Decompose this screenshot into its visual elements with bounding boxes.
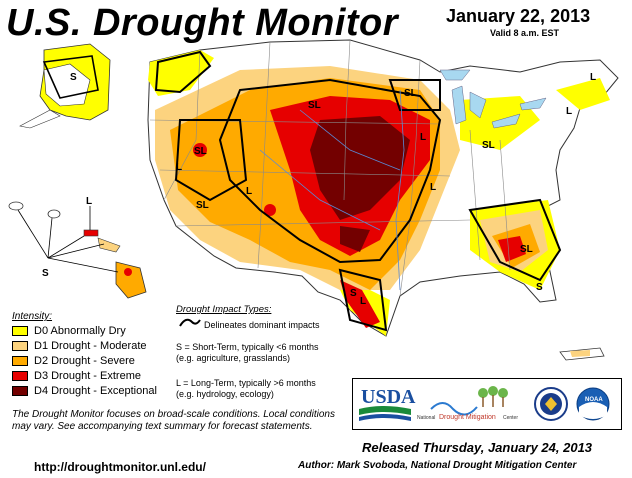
legend-item-d4: D4 Drought - Exceptional bbox=[12, 385, 157, 397]
page-title: U.S. Drought Monitor bbox=[6, 2, 399, 44]
impact-types-title: Drought Impact Types: bbox=[176, 304, 272, 315]
l-label-2: L bbox=[246, 186, 252, 197]
sl-label-west: SL bbox=[194, 146, 207, 157]
usda-logo: USDA bbox=[359, 386, 416, 421]
valid-time: Valid 8 a.m. EST bbox=[490, 28, 560, 38]
l-label-3: L bbox=[420, 132, 426, 143]
l-label-5: L bbox=[360, 296, 366, 307]
hawaii bbox=[8, 201, 147, 299]
impact-line-sample bbox=[179, 318, 201, 327]
legend-swatch-d2 bbox=[12, 356, 28, 366]
impact-short-term-example: (e.g. agriculture, grasslands) bbox=[176, 353, 291, 363]
legend-label-d0: D0 Abnormally Dry bbox=[34, 325, 126, 337]
s-label-texas: S bbox=[350, 288, 357, 299]
ndmc-suffix: Center bbox=[503, 415, 518, 421]
legend-label-d1: D1 Drought - Moderate bbox=[34, 340, 147, 352]
ndmc-prefix: National bbox=[417, 415, 435, 421]
noaa-logo: NOAA bbox=[576, 387, 610, 421]
legend-item-d0: D0 Abnormally Dry bbox=[12, 325, 126, 337]
impact-short-term: S = Short-Term, typically <6 months bbox=[176, 342, 319, 352]
author-credit: Author: Mark Svoboda, National Drought M… bbox=[298, 460, 577, 471]
logos-graphic: USDA National Drought Mitigation Center … bbox=[359, 386, 610, 421]
l-label-4: L bbox=[430, 182, 436, 193]
partner-logos: USDA National Drought Mitigation Center … bbox=[352, 378, 622, 430]
doc-seal bbox=[534, 387, 568, 421]
impact-long-term-example: (e.g. hydrology, ecology) bbox=[176, 389, 274, 399]
impact-long-term: L = Long-Term, typically >6 months bbox=[176, 378, 316, 388]
legend-title: Intensity: bbox=[12, 311, 53, 322]
legend-label-d2: D2 Drought - Severe bbox=[34, 355, 135, 367]
legend-swatch-d0 bbox=[12, 326, 28, 336]
hawaii-l-label: L bbox=[86, 196, 92, 207]
sl-label-plains: SL bbox=[308, 100, 321, 111]
legend-label-d4: D4 Drought - Exceptional bbox=[34, 385, 157, 397]
legend-label-d3: D3 Drought - Extreme bbox=[34, 370, 141, 382]
usda-text: USDA bbox=[361, 386, 416, 408]
legend-item-d2: D2 Drought - Severe bbox=[12, 355, 135, 367]
legend-item-d1: D1 Drought - Moderate bbox=[12, 340, 147, 352]
ndmc-logo: National Drought Mitigation Center bbox=[417, 386, 518, 421]
sl-label-southwest: SL bbox=[196, 200, 209, 211]
legend-swatch-d4 bbox=[12, 386, 28, 396]
l-label-6: L bbox=[566, 106, 572, 117]
map-date: January 22, 2013 bbox=[446, 6, 591, 26]
l-label-maine: L bbox=[590, 72, 596, 83]
s-label-florida: S bbox=[536, 282, 543, 293]
disclaimer-note: The Drought Monitor focuses on broad-sca… bbox=[12, 409, 335, 432]
sl-label-ohio: SL bbox=[482, 140, 495, 151]
release-date: Released Thursday, January 24, 2013 bbox=[362, 440, 593, 455]
legend-swatch-d3 bbox=[12, 371, 28, 381]
sl-label-upper-midwest: SL bbox=[404, 88, 417, 99]
legend-swatch-d1 bbox=[12, 341, 28, 351]
alaska-s-label: S bbox=[70, 72, 77, 83]
sl-label-georgia: SL bbox=[520, 244, 533, 255]
website-link[interactable]: http://droughtmonitor.unl.edu/ bbox=[34, 460, 206, 474]
noaa-text: NOAA bbox=[585, 397, 603, 403]
hawaii-s-label: S bbox=[42, 268, 49, 279]
alaska bbox=[19, 43, 111, 129]
ndmc-main: Drought Mitigation bbox=[439, 414, 496, 421]
legend-item-d3: D3 Drought - Extreme bbox=[12, 370, 141, 382]
l-label-1: L bbox=[176, 162, 182, 173]
impact-delineates-text: Delineates dominant impacts bbox=[204, 320, 320, 330]
